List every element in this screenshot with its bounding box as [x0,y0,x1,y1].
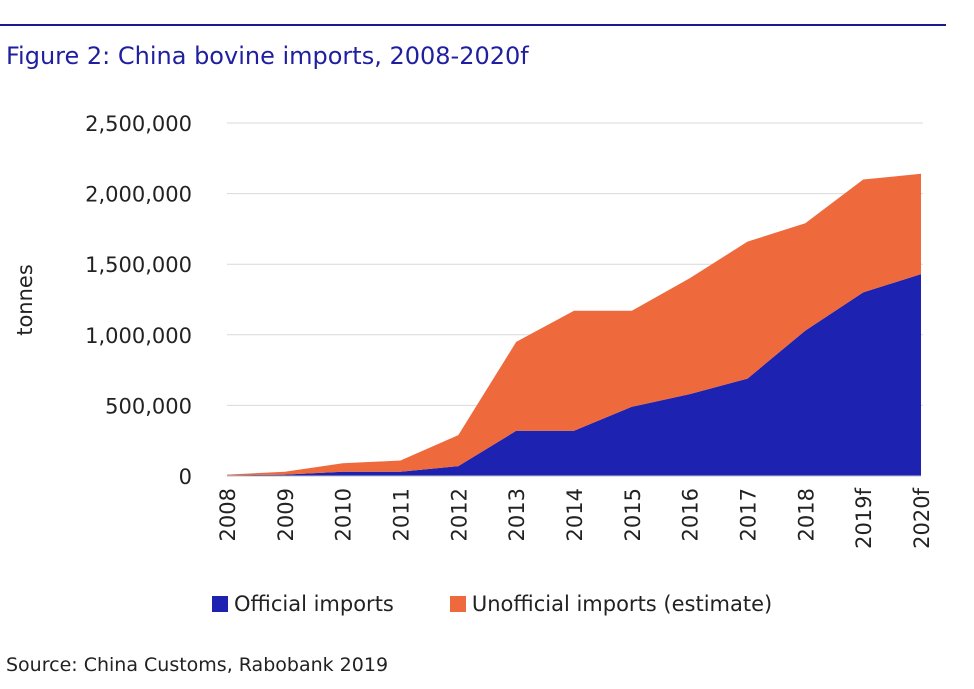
x-tick-label: 2014 [563,488,587,541]
legend-item-official: Official imports [212,592,394,616]
y-tick-label: 1,000,000 [85,324,192,348]
areas [227,173,921,476]
y-tick-label: 500,000 [105,394,192,418]
x-tick-label: 2010 [332,488,356,541]
x-tick-label: 2017 [737,488,761,541]
x-tick-label: 2019f [852,487,876,548]
y-tick-label: 1,500,000 [85,253,192,277]
x-tick-label: 2013 [505,488,529,541]
y-tick-label: 2,500,000 [85,112,192,136]
legend-label-official: Official imports [234,592,394,616]
x-tick-label: 2020f [910,487,934,548]
y-tick-label: 2,000,000 [85,183,192,207]
source-note: Source: China Customs, Rabobank 2019 [6,654,389,676]
axes: 0 500,000 1,000,000 1,500,000 2,000,000 2,500… [85,112,934,549]
y-tick-label: 0 [179,465,192,489]
area-official-imports [227,274,921,476]
legend: Official imports Unofficial imports (est… [212,592,828,616]
chart-title: Figure 2: China bovine imports, 2008-202… [6,42,529,70]
legend-item-unofficial: Unofficial imports (estimate) [449,592,773,616]
x-tick-label: 2012 [447,488,471,541]
area-unofficial-imports [227,173,921,476]
legend-label-unofficial: Unofficial imports (estimate) [471,592,773,616]
top-rule [0,24,946,26]
x-tick-label: 2009 [274,488,298,541]
x-tick-label: 2015 [621,488,645,541]
x-tick-label: 2018 [794,488,818,541]
x-tick-label: 2011 [390,488,414,541]
legend-swatch-official [212,596,228,612]
x-tick-label: 2016 [679,488,703,541]
y-axis-label: tonnes [13,264,37,336]
x-tick-label: 2008 [216,488,240,541]
legend-swatch-unofficial [449,596,466,612]
